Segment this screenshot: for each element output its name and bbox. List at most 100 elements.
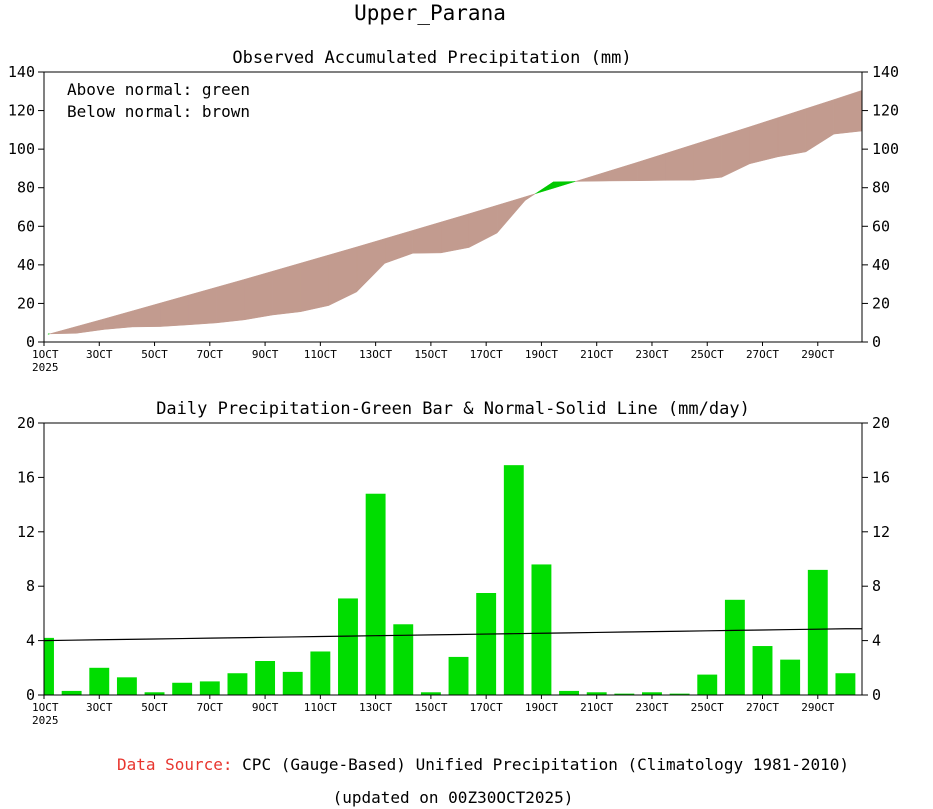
y-tick-label-right: 60	[872, 217, 890, 235]
anomaly-segment	[356, 238, 386, 293]
x-tick-label: 25OCT	[691, 701, 724, 714]
legend-above-normal: Above normal: green	[67, 80, 250, 99]
anomaly-segment	[693, 135, 722, 181]
y-tick-label-left: 120	[8, 102, 35, 120]
anomaly-segment	[805, 99, 835, 153]
daily-bar	[365, 493, 386, 695]
y-tick-label-left: 0	[26, 333, 35, 351]
anomaly-segment	[833, 89, 863, 135]
daily-bar	[448, 656, 469, 695]
anomaly-segment	[496, 196, 526, 234]
accumulated-fill-layer	[47, 89, 863, 335]
daily-bar	[116, 677, 137, 695]
daily-bar	[614, 693, 635, 695]
y-tick-label-right: 4	[872, 632, 881, 650]
daily-bar	[44, 637, 54, 695]
x-tick-label: 25OCT	[691, 348, 724, 361]
anomaly-segment	[384, 230, 414, 264]
x-tick-label: 9OCT	[252, 348, 279, 361]
x-tick-label: 19OCT	[525, 348, 558, 361]
anomaly-segment	[609, 161, 638, 182]
daily-bar	[531, 564, 552, 695]
x-tick-label: 21OCT	[580, 348, 613, 361]
daily-bar	[338, 598, 358, 695]
daily-bar	[724, 599, 745, 695]
y-tick-label-right: 16	[872, 468, 890, 486]
anomaly-segment	[103, 310, 133, 330]
daily-chart: Daily Precipitation-Green Bar & Normal-S…	[17, 399, 890, 727]
anomaly-segment	[721, 126, 750, 178]
updated-note: (updated on 00Z30OCT2025)	[333, 788, 574, 807]
daily-bar	[172, 682, 193, 695]
daily-chart-title: Daily Precipitation-Green Bar & Normal-S…	[156, 399, 750, 419]
daily-bar	[227, 673, 248, 695]
y-tick-label-left: 60	[17, 217, 35, 235]
daily-bar	[642, 692, 662, 695]
accumulated-chart-title: Observed Accumulated Precipitation (mm)	[232, 48, 631, 68]
anomaly-segment	[535, 181, 554, 194]
y-tick-label-right: 8	[872, 577, 881, 595]
y-tick-label-left: 40	[17, 256, 35, 274]
daily-bar	[780, 659, 801, 695]
y-tick-label-right: 0	[872, 686, 881, 704]
y-tick-label-left: 100	[8, 140, 35, 158]
x-tick-label: 1OCT	[32, 348, 59, 361]
anomaly-segment	[272, 262, 301, 316]
daily-bar	[697, 674, 718, 695]
daily-bar	[89, 667, 110, 695]
y-tick-label-right: 20	[872, 414, 890, 432]
y-tick-label-right: 0	[872, 333, 881, 351]
accumulated-axis-ticks: 0 0 20 20 40 40 60 60 80 80 100 100 120 120 140 140 1OCT…	[8, 63, 899, 374]
daily-bar	[835, 673, 856, 695]
anomaly-segment	[244, 270, 273, 321]
y-tick-label-right: 12	[872, 523, 890, 541]
anomaly-segment	[581, 170, 610, 182]
y-tick-label-left: 12	[17, 523, 35, 541]
y-tick-label-right: 100	[872, 140, 899, 158]
x-tick-label: 19OCT	[525, 701, 558, 714]
daily-bar	[669, 693, 690, 695]
anomaly-segment	[75, 318, 105, 334]
daily-bars-layer	[44, 465, 856, 695]
daily-plot-frame	[43, 422, 863, 696]
daily-bar	[752, 646, 773, 695]
y-tick-label-right: 20	[872, 294, 890, 312]
daily-bar	[393, 624, 414, 695]
y-tick-label-right: 120	[872, 102, 899, 120]
anomaly-segment	[524, 193, 536, 201]
x-tick-label: 1OCT	[32, 701, 59, 714]
x-tick-label: 15OCT	[414, 348, 447, 361]
daily-bar	[420, 692, 441, 695]
x-tick-label: 15OCT	[414, 701, 447, 714]
anomaly-segment	[575, 179, 582, 182]
daily-bar	[255, 661, 276, 695]
x-tick-label: 3OCT	[86, 348, 113, 361]
anomaly-segment	[328, 246, 358, 306]
x-tick-label: 23OCT	[635, 348, 668, 361]
y-tick-label-left: 8	[26, 577, 35, 595]
daily-bar	[310, 651, 331, 695]
x-year-label: 2025	[32, 361, 59, 374]
anomaly-segment	[412, 221, 442, 254]
y-tick-label-left: 80	[17, 179, 35, 197]
normal-line	[43, 628, 862, 642]
legend-below-normal: Below normal: brown	[67, 102, 250, 121]
x-tick-label: 11OCT	[304, 348, 337, 361]
x-tick-label: 21OCT	[580, 701, 613, 714]
x-tick-label: 5OCT	[141, 701, 168, 714]
daily-bar	[144, 692, 165, 695]
anomaly-segment	[552, 181, 576, 189]
anomaly-segment	[665, 144, 694, 181]
y-tick-label-left: 20	[17, 414, 35, 432]
y-tick-label-left: 16	[17, 468, 35, 486]
x-tick-label: 3OCT	[86, 701, 113, 714]
y-tick-label-left: 140	[8, 63, 35, 81]
x-tick-label: 27OCT	[746, 348, 779, 361]
accumulated-chart: Observed Accumulated Precipitation (mm) …	[8, 48, 899, 374]
anomaly-segment	[440, 213, 470, 254]
accumulated-plot-frame	[43, 71, 863, 343]
figure-title: Upper_Parana	[354, 1, 506, 25]
x-tick-label: 5OCT	[141, 348, 168, 361]
y-tick-label-right: 140	[872, 63, 899, 81]
